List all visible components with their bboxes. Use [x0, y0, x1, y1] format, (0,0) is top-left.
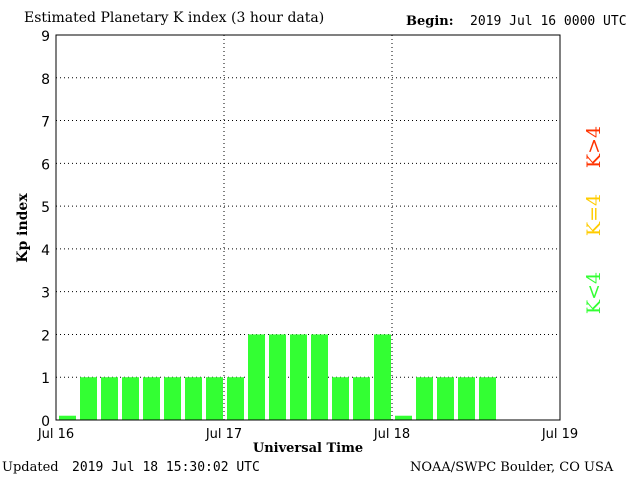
x-tick-label: Jul 17: [205, 427, 242, 442]
y-tick-label: 2: [41, 328, 50, 344]
kp-bar: [311, 334, 328, 420]
kp-bar: [206, 377, 223, 420]
kp-bar: [479, 377, 496, 420]
y-tick-label: 0: [41, 414, 50, 430]
kp-bar: [80, 377, 97, 420]
kp-bar: [416, 377, 433, 420]
y-tick-label: 8: [41, 72, 50, 88]
kp-bar: [101, 377, 118, 420]
x-axis-label: Universal Time: [253, 441, 363, 456]
kp-bar: [185, 377, 202, 420]
begin-value: 2019 Jul 16 0000 UTC: [470, 14, 627, 29]
chart-title: Estimated Planetary K index (3 hour data…: [24, 10, 325, 26]
y-tick-label: 4: [41, 243, 50, 259]
x-tick-label: Jul 16: [37, 427, 74, 442]
kp-bar: [248, 334, 265, 420]
credit-text: NOAA/SWPC Boulder, CO USA: [410, 460, 614, 475]
kp-bar: [353, 377, 370, 420]
y-tick-label: 9: [41, 29, 50, 45]
kp-bars: [59, 334, 496, 420]
kp-bar: [374, 334, 391, 420]
k-legend: K>4 K=4 K<4: [583, 126, 605, 314]
kp-bar: [395, 415, 412, 420]
y-tick-label: 1: [41, 371, 50, 387]
kp-bar: [122, 377, 139, 420]
plot-frame: [55, 34, 561, 421]
y-tick-label: 7: [41, 115, 50, 131]
kp-bar: [227, 377, 244, 420]
begin-label: Begin:: [406, 14, 454, 29]
kp-bar: [290, 334, 307, 420]
x-tick-labels: Jul 16 Jul 17 Jul 18 Jul 19: [37, 427, 578, 442]
kp-bar: [458, 377, 475, 420]
y-tick-label: 3: [41, 286, 50, 302]
updated-value: 2019 Jul 18 15:30:02 UTC: [72, 460, 260, 475]
kp-bar: [437, 377, 454, 420]
kp-bar: [143, 377, 160, 420]
legend-label: K=4: [583, 194, 605, 236]
legend-label: K>4: [583, 126, 605, 168]
kp-bar: [59, 415, 76, 420]
legend-label: K<4: [583, 272, 605, 314]
x-tick-label: Jul 19: [541, 427, 578, 442]
kp-bar: [164, 377, 181, 420]
y-tick-labels: 0 1 2 3 4 5 6 7 8 9: [41, 29, 50, 430]
updated-label: Updated: [2, 460, 59, 475]
x-tick-label: Jul 18: [373, 427, 410, 442]
kp-bar: [332, 377, 349, 420]
kp-bar: [269, 334, 286, 420]
y-tick-label: 6: [41, 157, 50, 173]
y-tick-label: 5: [41, 200, 50, 216]
y-axis-label: Kp index: [15, 193, 31, 263]
grid-lines: [56, 34, 560, 420]
